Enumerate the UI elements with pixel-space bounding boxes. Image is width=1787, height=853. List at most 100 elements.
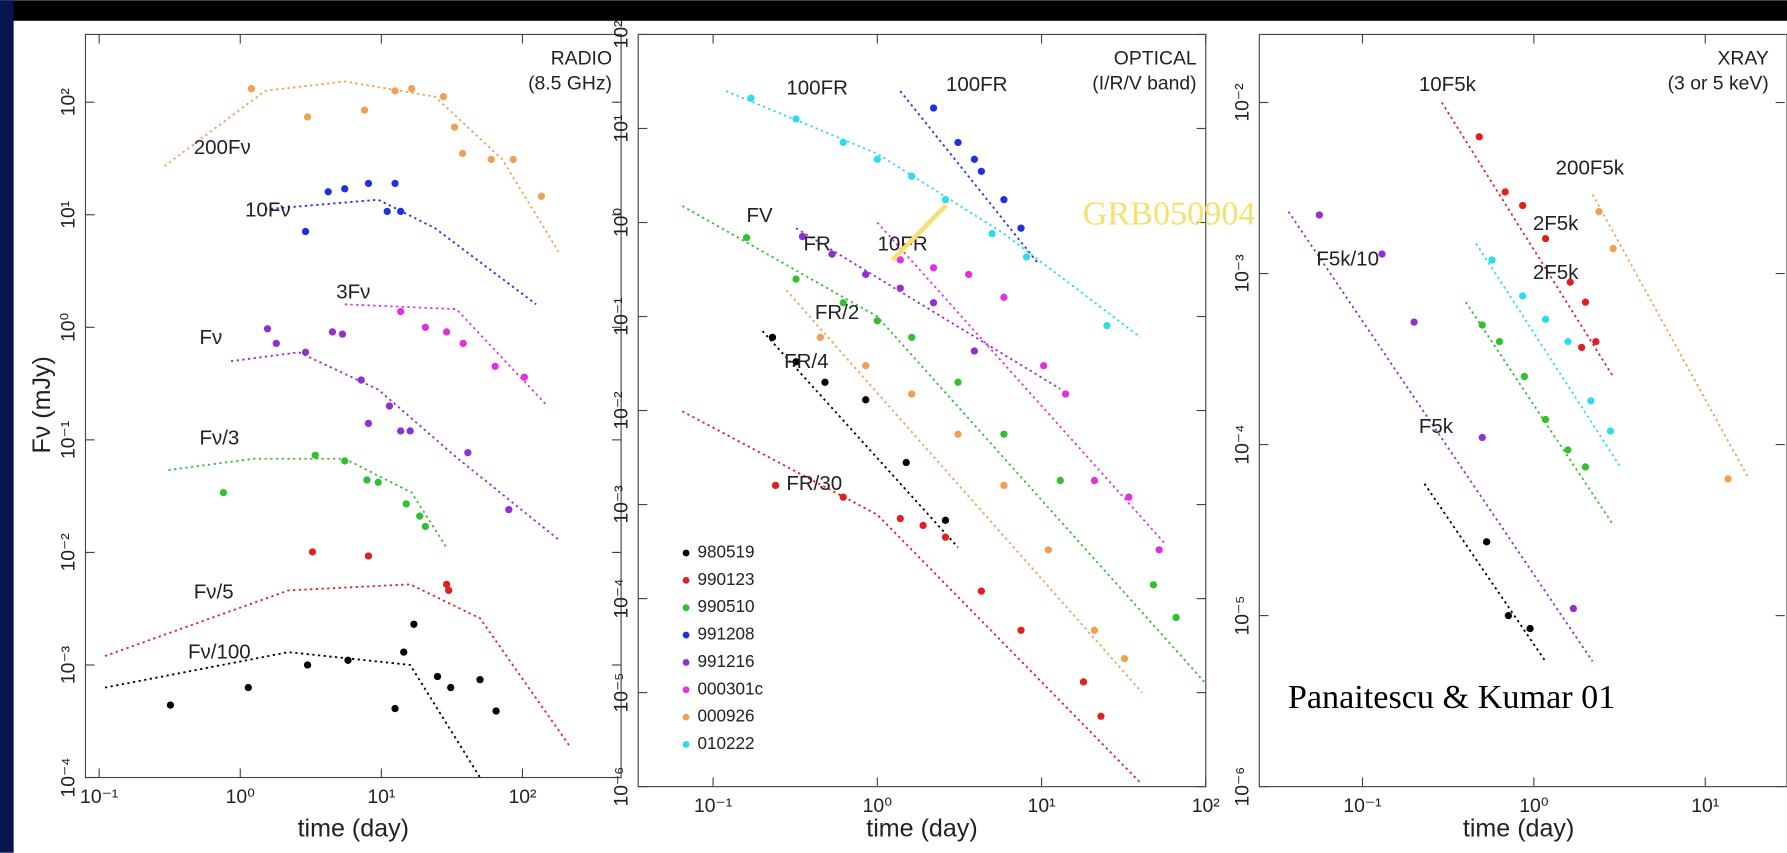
y-tick-label: 10⁻¹ [610, 297, 632, 336]
curve-label: 2F5k [1533, 261, 1579, 284]
data-point [1541, 315, 1550, 323]
data-point [977, 167, 985, 175]
top-band [0, 0, 1787, 21]
y-tick-label: 10⁻⁴ [58, 757, 80, 797]
data-point [464, 448, 472, 457]
data-point [896, 514, 904, 523]
x-axis-label: time (day) [866, 815, 977, 843]
data-point [792, 115, 800, 123]
data-point [247, 84, 256, 93]
y-tick-label: 10⁻³ [1231, 254, 1253, 293]
data-point [397, 427, 405, 435]
model-curve [344, 303, 549, 407]
data-point [908, 333, 916, 342]
data-point [1478, 321, 1486, 329]
curve-label: 200F5k [1556, 156, 1625, 179]
data-point [458, 149, 467, 158]
data-point [1000, 293, 1008, 301]
data-point [1541, 234, 1550, 243]
data-point [1000, 481, 1008, 490]
x-axis-label: time (day) [298, 815, 409, 843]
data-point [771, 481, 780, 490]
data-point [385, 402, 394, 410]
data-point [410, 620, 418, 628]
data-point [1581, 298, 1590, 306]
data-point [301, 227, 310, 236]
data-point [219, 488, 228, 497]
panel-title: RADIO [551, 48, 612, 70]
data-point [941, 516, 950, 524]
data-point [1519, 201, 1527, 210]
y-tick-label: 10¹ [610, 114, 632, 143]
y-tick-label: 10⁻⁶ [610, 767, 632, 807]
data-point [344, 656, 352, 664]
data-point [442, 328, 451, 336]
model-curve [681, 205, 1205, 683]
legend-marker [682, 576, 690, 584]
data-point [421, 522, 430, 531]
data-point [520, 373, 528, 381]
data-point [1378, 250, 1386, 258]
data-point [1519, 292, 1527, 300]
data-point [1504, 611, 1513, 620]
data-point [1090, 476, 1099, 485]
left-band [0, 0, 14, 853]
y-tick-label: 10⁻³ [610, 485, 632, 524]
data-point [1569, 604, 1578, 613]
data-point [391, 179, 399, 188]
y-tick-label: 10⁻⁵ [610, 673, 632, 713]
data-point [1592, 337, 1600, 346]
data-point [364, 419, 373, 428]
curve-label: F5k/10 [1316, 248, 1379, 271]
data-point [1478, 433, 1486, 442]
y-tick-label: 10⁻⁴ [610, 579, 632, 619]
y-tick-label: 10⁻³ [58, 645, 80, 684]
model-curve [1287, 211, 1594, 662]
data-point [1120, 654, 1129, 663]
curve-label: Fν/100 [188, 641, 251, 664]
data-point [1103, 321, 1111, 330]
curve-label: 200Fν [194, 136, 251, 159]
data-point [1022, 253, 1031, 261]
plot-frame [1258, 33, 1787, 788]
data-point [1564, 446, 1572, 454]
x-tick-label: 10⁰ [226, 786, 255, 808]
model-curve [265, 198, 537, 306]
panel-title: XRAY [1717, 48, 1768, 70]
curve-label: FR/4 [784, 350, 828, 373]
x-tick-label: 10² [508, 786, 537, 808]
data-point [406, 427, 414, 435]
curve-label: Fν [199, 326, 222, 349]
legend-label: 991208 [697, 625, 754, 644]
y-tick-label: 10⁻² [1231, 83, 1253, 122]
y-tick-label: 10⁻¹ [58, 420, 80, 459]
data-point [902, 458, 910, 467]
curve-label: FV [746, 204, 773, 227]
data-point [364, 179, 373, 188]
x-tick-label: 10⁰ [863, 795, 892, 817]
x-tick-label: 10⁻¹ [80, 786, 119, 808]
legend-label: 980519 [697, 543, 754, 562]
legend-label: 010222 [697, 734, 754, 753]
x-tick-label: 10¹ [367, 786, 396, 808]
data-point [341, 457, 349, 465]
data-point [1501, 188, 1509, 196]
model-curve [1441, 102, 1614, 377]
data-point [439, 93, 448, 101]
model-curve [1475, 242, 1622, 468]
curve-label: 100FR [786, 77, 848, 100]
data-point [363, 476, 371, 484]
data-point [476, 676, 484, 684]
legend-label: 991216 [697, 652, 754, 671]
data-point [1482, 538, 1491, 546]
data-point [768, 333, 777, 342]
curve-label: 3Fν [336, 281, 370, 304]
data-point [492, 707, 500, 715]
curve-label: FR/2 [815, 301, 859, 324]
legend-marker [682, 631, 690, 639]
data-point [1541, 415, 1550, 424]
data-point [965, 270, 973, 279]
x-tick-label: 10¹ [1691, 795, 1720, 817]
y-tick-label: 10² [58, 88, 80, 117]
legend-marker [682, 549, 690, 557]
